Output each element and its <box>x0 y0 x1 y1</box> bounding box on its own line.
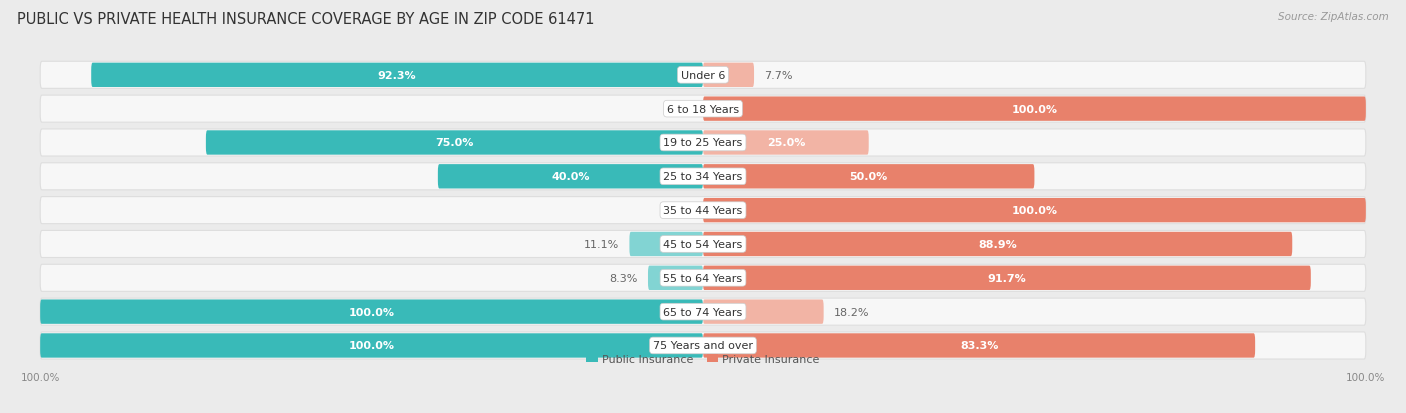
FancyBboxPatch shape <box>205 131 703 155</box>
FancyBboxPatch shape <box>41 231 1365 258</box>
Text: 100.0%: 100.0% <box>1011 206 1057 216</box>
FancyBboxPatch shape <box>41 197 1365 224</box>
Text: 40.0%: 40.0% <box>551 172 589 182</box>
Text: 75.0%: 75.0% <box>436 138 474 148</box>
Text: 88.9%: 88.9% <box>979 240 1017 249</box>
FancyBboxPatch shape <box>703 300 824 324</box>
Legend: Public Insurance, Private Insurance: Public Insurance, Private Insurance <box>582 349 824 368</box>
Text: Under 6: Under 6 <box>681 71 725 81</box>
Text: 18.2%: 18.2% <box>834 307 869 317</box>
Text: PUBLIC VS PRIVATE HEALTH INSURANCE COVERAGE BY AGE IN ZIP CODE 61471: PUBLIC VS PRIVATE HEALTH INSURANCE COVER… <box>17 12 595 27</box>
Text: 11.1%: 11.1% <box>585 240 620 249</box>
FancyBboxPatch shape <box>41 265 1365 292</box>
FancyBboxPatch shape <box>703 199 1365 223</box>
Text: Source: ZipAtlas.com: Source: ZipAtlas.com <box>1278 12 1389 22</box>
FancyBboxPatch shape <box>703 232 1292 256</box>
FancyBboxPatch shape <box>703 333 1256 358</box>
Text: 6 to 18 Years: 6 to 18 Years <box>666 104 740 114</box>
FancyBboxPatch shape <box>630 232 703 256</box>
Text: 83.3%: 83.3% <box>960 341 998 351</box>
FancyBboxPatch shape <box>41 298 1365 325</box>
Text: 35 to 44 Years: 35 to 44 Years <box>664 206 742 216</box>
FancyBboxPatch shape <box>703 131 869 155</box>
FancyBboxPatch shape <box>703 165 1035 189</box>
FancyBboxPatch shape <box>41 130 1365 157</box>
FancyBboxPatch shape <box>91 64 703 88</box>
FancyBboxPatch shape <box>41 300 703 324</box>
FancyBboxPatch shape <box>703 64 754 88</box>
Text: 92.3%: 92.3% <box>378 71 416 81</box>
Text: 7.7%: 7.7% <box>763 71 793 81</box>
Text: 100.0%: 100.0% <box>349 341 395 351</box>
Text: 19 to 25 Years: 19 to 25 Years <box>664 138 742 148</box>
Text: 8.3%: 8.3% <box>610 273 638 283</box>
Text: 25 to 34 Years: 25 to 34 Years <box>664 172 742 182</box>
Text: 45 to 54 Years: 45 to 54 Years <box>664 240 742 249</box>
Text: 0.0%: 0.0% <box>665 206 693 216</box>
Text: 65 to 74 Years: 65 to 74 Years <box>664 307 742 317</box>
Text: 91.7%: 91.7% <box>987 273 1026 283</box>
FancyBboxPatch shape <box>437 165 703 189</box>
FancyBboxPatch shape <box>648 266 703 290</box>
Text: 55 to 64 Years: 55 to 64 Years <box>664 273 742 283</box>
FancyBboxPatch shape <box>41 164 1365 190</box>
Text: 100.0%: 100.0% <box>1011 104 1057 114</box>
Text: 75 Years and over: 75 Years and over <box>652 341 754 351</box>
Text: 25.0%: 25.0% <box>766 138 806 148</box>
Text: 50.0%: 50.0% <box>849 172 887 182</box>
FancyBboxPatch shape <box>41 96 1365 123</box>
FancyBboxPatch shape <box>703 266 1310 290</box>
FancyBboxPatch shape <box>703 97 1365 121</box>
FancyBboxPatch shape <box>41 62 1365 89</box>
Text: 100.0%: 100.0% <box>349 307 395 317</box>
FancyBboxPatch shape <box>41 332 1365 359</box>
Text: 0.0%: 0.0% <box>665 104 693 114</box>
FancyBboxPatch shape <box>41 333 703 358</box>
